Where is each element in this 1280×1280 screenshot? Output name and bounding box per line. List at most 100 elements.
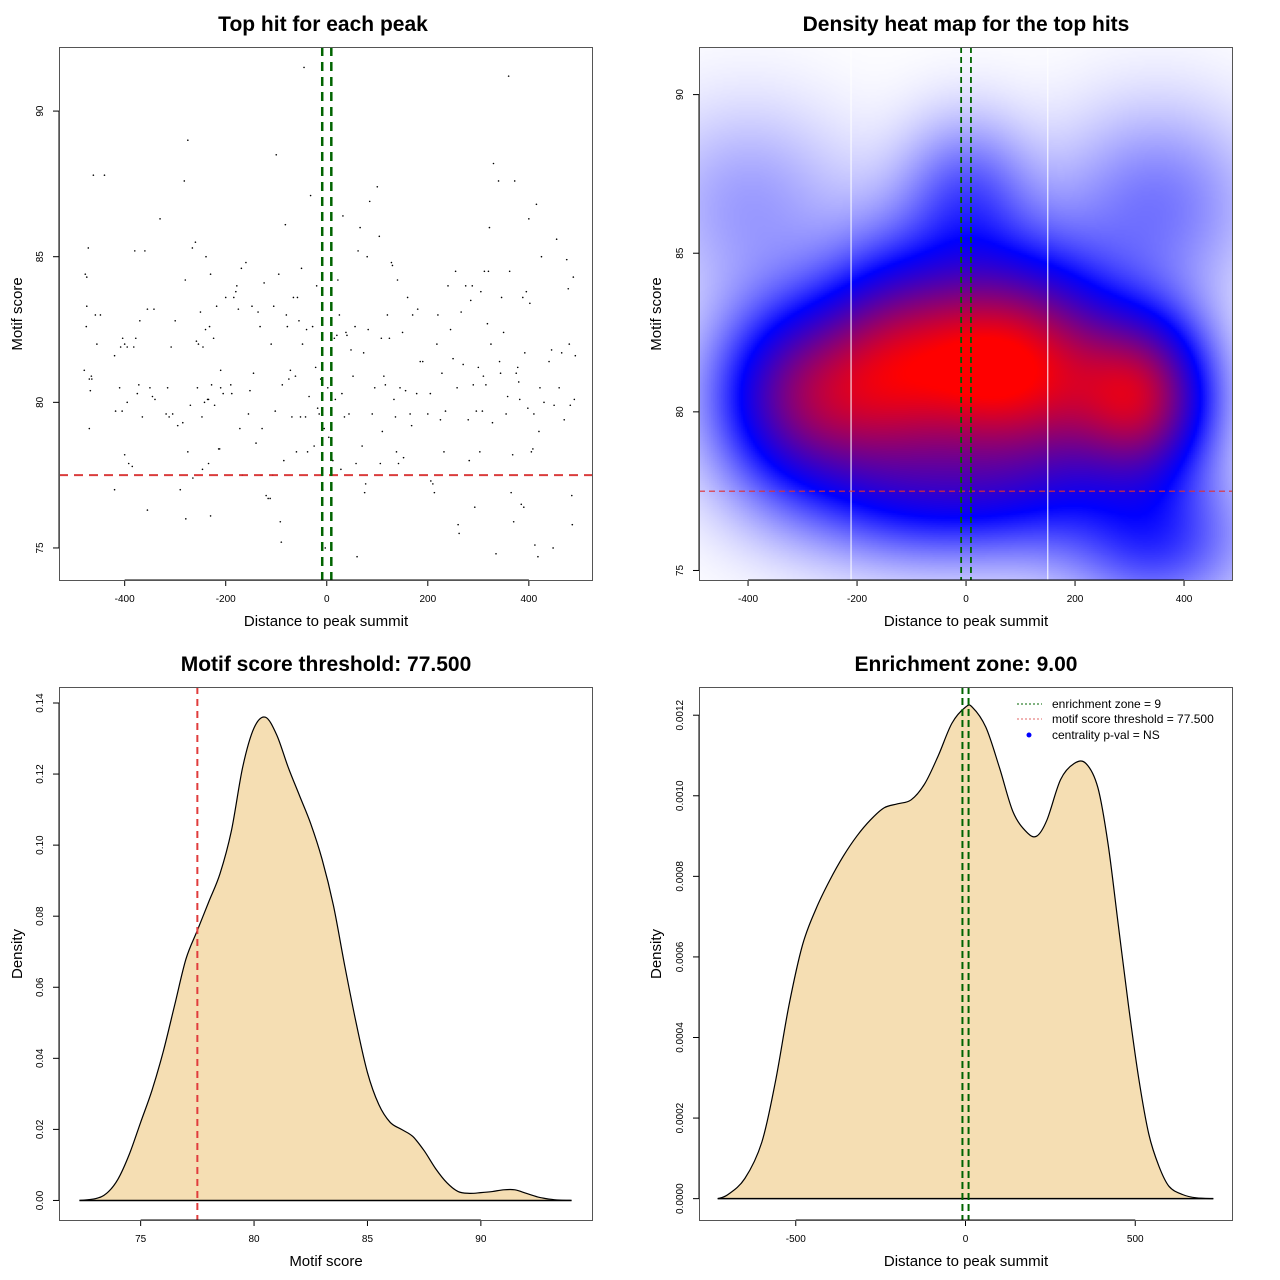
panel-scatter: Top hit for each peak Distance to peak s…: [9, 13, 593, 630]
data-point: [472, 384, 475, 386]
data-point: [303, 66, 305, 69]
data-point: [395, 451, 398, 453]
data-point: [127, 462, 130, 465]
data-point: [363, 491, 366, 494]
data-point: [327, 436, 330, 439]
x-tick-label: 400: [521, 594, 538, 605]
data-point: [371, 413, 374, 415]
data-point: [427, 413, 429, 415]
y-tick-label: 0.12: [35, 764, 46, 784]
data-point: [406, 296, 409, 299]
data-point: [397, 462, 400, 465]
data-point: [213, 404, 216, 407]
data-point: [469, 299, 472, 302]
data-point: [373, 386, 376, 389]
data-point: [430, 480, 432, 482]
data-point: [506, 395, 509, 398]
data-point: [298, 319, 300, 322]
data-point: [337, 279, 339, 281]
data-point: [441, 372, 443, 375]
data-point: [184, 279, 187, 281]
data-point: [458, 532, 460, 535]
data-point: [507, 75, 510, 77]
data-point: [555, 238, 558, 241]
data-point: [394, 416, 397, 418]
data-point: [517, 381, 520, 383]
data-point: [133, 250, 136, 252]
x-axis-label: Motif score: [289, 1253, 362, 1270]
data-point: [291, 416, 293, 418]
panel-distance-density: Enrichment zone: 9.00 Distance to peak s…: [648, 653, 1233, 1270]
data-point: [364, 483, 367, 485]
data-point: [279, 520, 282, 523]
data-point: [396, 279, 399, 281]
data-point: [481, 410, 484, 412]
data-point: [195, 340, 198, 342]
data-point: [192, 477, 194, 479]
data-point: [236, 285, 238, 287]
data-point: [286, 325, 289, 328]
data-point: [113, 488, 116, 491]
data-point: [267, 497, 269, 500]
density-curve: [79, 716, 572, 1202]
data-point: [535, 203, 538, 206]
data-point: [419, 360, 422, 363]
data-point: [85, 276, 88, 278]
data-point: [530, 451, 533, 453]
data-point: [191, 247, 194, 249]
data-point: [460, 311, 462, 313]
data-point: [240, 267, 243, 270]
data-point: [452, 357, 454, 360]
data-point: [119, 346, 122, 348]
data-point: [305, 328, 308, 331]
data-point: [333, 337, 336, 340]
data-point: [553, 404, 555, 407]
data-point: [237, 308, 240, 310]
data-point: [524, 352, 526, 354]
data-point: [311, 325, 314, 328]
data-point: [219, 386, 222, 389]
data-point: [454, 270, 457, 273]
data-point: [336, 334, 338, 337]
data-point: [356, 555, 358, 558]
legend: enrichment zone = 9 motif score threshol…: [1017, 697, 1214, 742]
x-axis-label: Distance to peak summit: [884, 613, 1049, 630]
data-point: [433, 491, 436, 494]
data-point: [550, 349, 553, 351]
data-point: [251, 305, 253, 308]
x-tick-label: 500: [1127, 1234, 1144, 1245]
data-point: [574, 354, 577, 357]
data-point: [343, 416, 346, 418]
data-point: [540, 255, 543, 258]
data-point: [534, 544, 536, 546]
data-point: [272, 305, 275, 308]
data-point: [539, 386, 541, 389]
data-point: [252, 372, 255, 375]
y-tick-label: 0.0006: [675, 941, 686, 972]
data-point: [207, 398, 210, 401]
x-tick-label: 200: [1067, 594, 1084, 605]
data-point: [437, 314, 439, 316]
data-point: [443, 451, 445, 453]
data-point: [141, 416, 144, 418]
data-point: [569, 404, 572, 407]
data-point: [488, 226, 491, 229]
data-point: [324, 547, 327, 549]
data-point: [179, 488, 182, 491]
y-tick-label: 0.04: [35, 1048, 46, 1068]
data-point: [83, 369, 86, 372]
data-point: [548, 360, 550, 363]
x-axis-label: Distance to peak summit: [884, 1253, 1049, 1270]
data-point: [512, 520, 515, 523]
data-point: [482, 375, 485, 377]
data-point: [498, 360, 501, 363]
data-point: [85, 305, 88, 308]
data-point: [390, 261, 393, 264]
heatmap-canvas-wrap: [699, 47, 1232, 580]
data-point: [497, 180, 500, 182]
data-point: [91, 378, 93, 380]
data-point: [171, 413, 174, 415]
data-point: [210, 384, 213, 386]
data-point: [249, 389, 251, 392]
